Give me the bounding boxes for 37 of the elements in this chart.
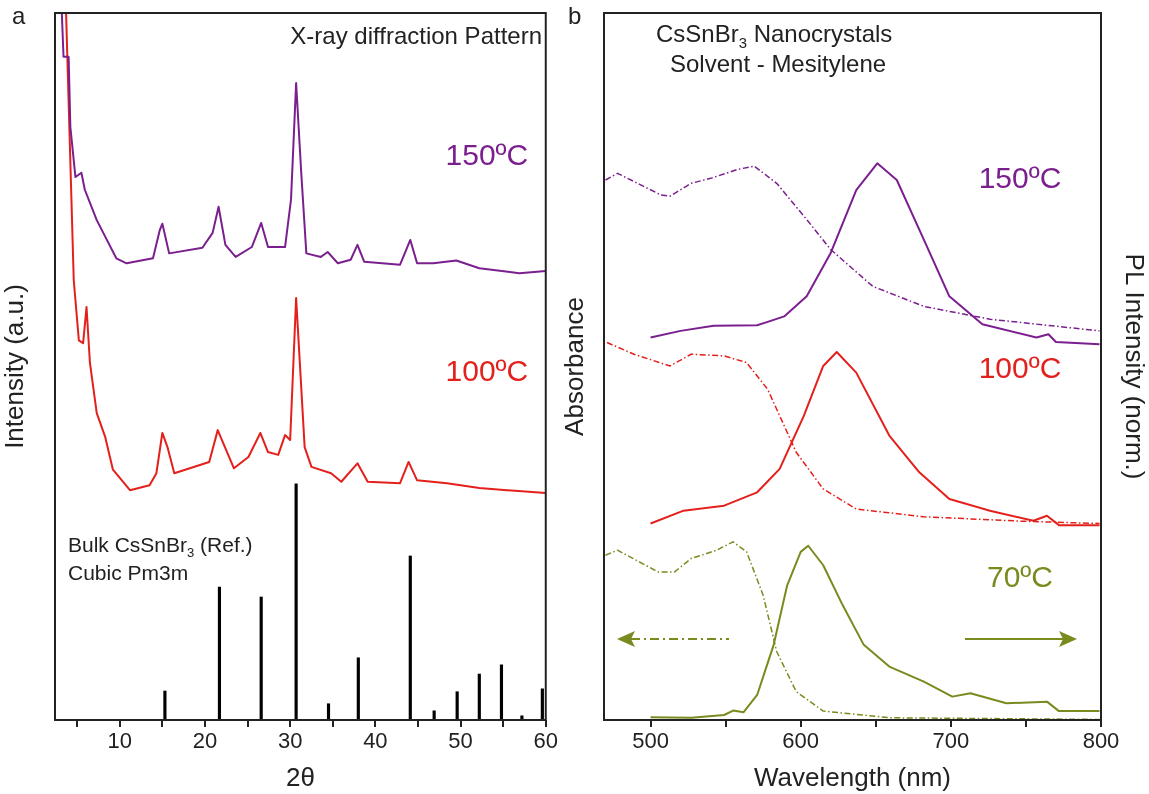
- bar: [326, 703, 331, 720]
- x-axis-title: 2θ: [285, 761, 315, 792]
- y2-axis-title: PL Intensity (norm.): [1120, 253, 1149, 480]
- bar: [408, 555, 412, 720]
- x-tick-label: 20: [192, 728, 218, 754]
- text: b: [568, 2, 582, 29]
- text: 150ºC: [978, 160, 1062, 194]
- bar: [163, 690, 167, 720]
- x-tick-label: 700: [932, 728, 970, 754]
- x-tick-label: 40: [363, 728, 388, 754]
- x-tick-label: 60: [533, 728, 559, 754]
- bar: [540, 688, 544, 720]
- text: 100ºC: [445, 353, 529, 387]
- x-tick-label: 600: [782, 728, 820, 754]
- chart-subtitle: Solvent - Mesitylene: [670, 50, 887, 77]
- bar: [259, 596, 263, 720]
- annotation: Cubic Pm3m: [68, 561, 189, 584]
- bar: [294, 483, 298, 720]
- text: 100ºC: [978, 350, 1062, 384]
- x-tick-label: 800: [1082, 728, 1120, 754]
- x-tick-label: 500: [632, 728, 669, 754]
- x-tick-label: 30: [277, 728, 303, 754]
- y-axis-title: Absorbance: [558, 297, 589, 436]
- bar: [356, 657, 360, 720]
- y-axis-title: Intensity (a.u.): [0, 284, 29, 449]
- bar: [432, 710, 436, 720]
- x-tick-label: 50: [448, 728, 473, 754]
- text: a: [12, 2, 26, 29]
- bar: [455, 691, 459, 720]
- bar: [499, 664, 504, 720]
- x-tick-label: 10: [107, 728, 132, 754]
- bar: [477, 673, 481, 720]
- text: 150ºC: [445, 138, 529, 172]
- x-axis-title: Wavelength (nm): [754, 761, 951, 792]
- bar: [217, 586, 222, 720]
- chart-title: X-ray diffraction Pattern: [290, 22, 542, 49]
- text: 70ºC: [986, 560, 1053, 594]
